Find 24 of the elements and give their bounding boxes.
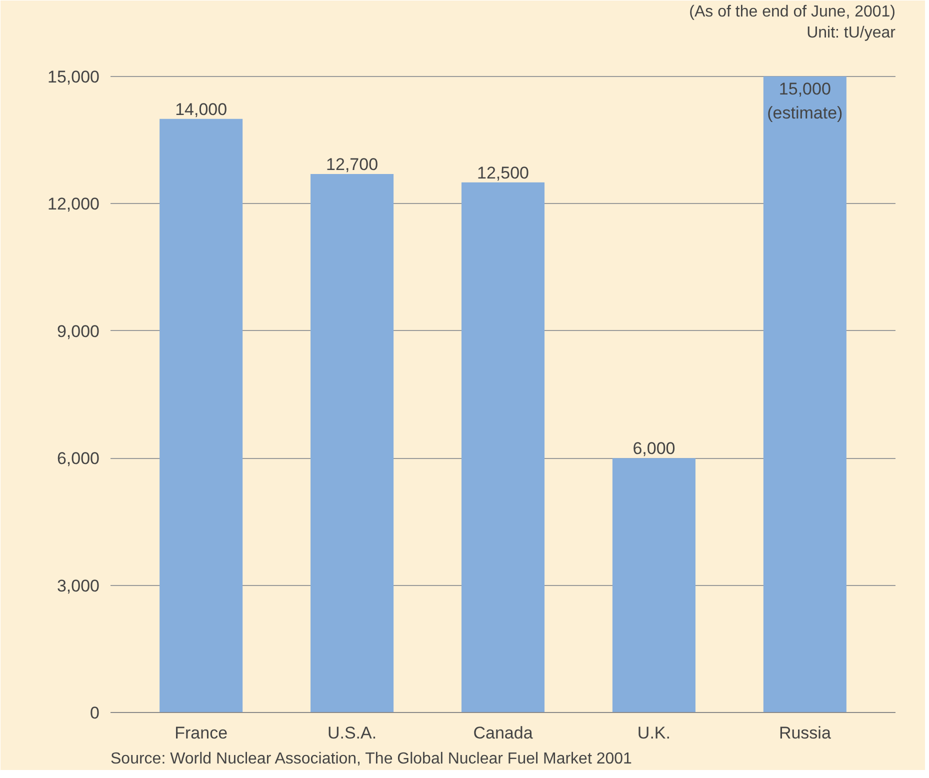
y-tick-label: 0 xyxy=(90,704,100,722)
x-tick-label: U.K. xyxy=(637,724,670,742)
data-label: 12,700 xyxy=(326,154,378,174)
data-label: 12,500 xyxy=(477,163,529,182)
y-tick-label: 15,000 xyxy=(48,67,100,86)
bar xyxy=(461,182,545,712)
bar xyxy=(612,458,696,712)
x-tick-label: France xyxy=(174,724,228,742)
y-tick-label: 3,000 xyxy=(56,576,100,596)
data-label: 14,000 xyxy=(175,100,228,119)
x-tick-label: Canada xyxy=(473,724,534,742)
text: (As of the end of June, 2001) xyxy=(689,4,896,20)
y-tick-label: 9,000 xyxy=(56,322,100,341)
bar xyxy=(160,118,243,712)
bar xyxy=(763,76,846,712)
y-tick-label: 6,000 xyxy=(56,449,100,468)
data-label: 15,000 (estimate) xyxy=(767,79,843,122)
x-tick-label: Russia xyxy=(778,724,832,742)
x-tick-label: U.S.A. xyxy=(327,724,377,742)
source-note: Source: World Nuclear Association, The Global Nuclear Fuel Market 2001 xyxy=(110,750,632,768)
bar xyxy=(310,174,394,712)
data-label: 6,000 xyxy=(632,439,676,458)
text: Unit: tU/year xyxy=(806,24,896,42)
y-tick-label: 12,000 xyxy=(48,194,100,214)
